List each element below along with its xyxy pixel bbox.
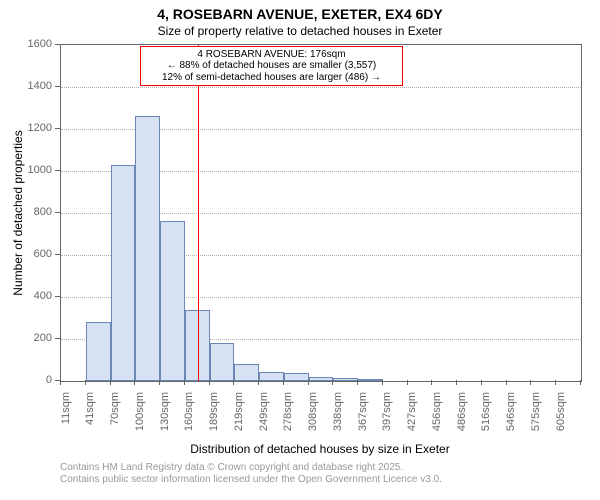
x-tick-mark bbox=[209, 380, 210, 385]
annotation-line: ← 88% of detached houses are smaller (3,… bbox=[145, 60, 397, 72]
histogram-bar bbox=[333, 378, 358, 381]
histogram-bar bbox=[358, 379, 383, 381]
y-tick-label: 600 bbox=[12, 248, 52, 260]
x-tick-label: 427sqm bbox=[406, 392, 418, 452]
x-tick-label: 219sqm bbox=[233, 392, 245, 452]
attribution-line-2: Contains public sector information licen… bbox=[60, 474, 442, 486]
x-tick-mark bbox=[184, 380, 185, 385]
y-tick-label: 200 bbox=[12, 332, 52, 344]
chart-subtitle: Size of property relative to detached ho… bbox=[0, 22, 600, 38]
gridline bbox=[61, 87, 581, 88]
histogram-bar bbox=[210, 343, 235, 381]
x-tick-label: 70sqm bbox=[109, 392, 121, 452]
y-tick-mark bbox=[55, 44, 60, 45]
x-tick-label: 546sqm bbox=[505, 392, 517, 452]
annotation-line: 4 ROSEBARN AVENUE: 176sqm bbox=[145, 49, 397, 61]
x-tick-mark bbox=[506, 380, 507, 385]
x-tick-label: 189sqm bbox=[208, 392, 220, 452]
x-tick-label: 100sqm bbox=[134, 392, 146, 452]
histogram-bar bbox=[309, 377, 334, 381]
x-tick-label: 308sqm bbox=[307, 392, 319, 452]
x-tick-mark bbox=[332, 380, 333, 385]
histogram-bar bbox=[160, 221, 185, 381]
histogram-bar bbox=[234, 364, 259, 381]
histogram-bar bbox=[185, 310, 210, 381]
x-tick-mark bbox=[481, 380, 482, 385]
x-tick-label: 160sqm bbox=[183, 392, 195, 452]
x-tick-label: 605sqm bbox=[555, 392, 567, 452]
y-tick-label: 400 bbox=[12, 290, 52, 302]
y-tick-mark bbox=[55, 170, 60, 171]
x-tick-mark bbox=[258, 380, 259, 385]
x-tick-label: 278sqm bbox=[282, 392, 294, 452]
x-tick-mark bbox=[407, 380, 408, 385]
x-tick-mark bbox=[431, 380, 432, 385]
y-tick-label: 1400 bbox=[12, 80, 52, 92]
x-tick-mark bbox=[85, 380, 86, 385]
x-tick-label: 575sqm bbox=[530, 392, 542, 452]
x-tick-mark bbox=[110, 380, 111, 385]
x-tick-mark bbox=[555, 380, 556, 385]
x-tick-mark bbox=[382, 380, 383, 385]
chart-container: 4, ROSEBARN AVENUE, EXETER, EX4 6DY Size… bbox=[0, 0, 600, 500]
x-tick-mark bbox=[308, 380, 309, 385]
y-tick-label: 1000 bbox=[12, 164, 52, 176]
x-tick-mark bbox=[134, 380, 135, 385]
y-tick-label: 0 bbox=[12, 374, 52, 386]
y-tick-mark bbox=[55, 212, 60, 213]
annotation-box: 4 ROSEBARN AVENUE: 176sqm← 88% of detach… bbox=[140, 46, 402, 87]
x-tick-label: 486sqm bbox=[456, 392, 468, 452]
x-tick-label: 397sqm bbox=[381, 392, 393, 452]
x-tick-label: 130sqm bbox=[159, 392, 171, 452]
histogram-bar bbox=[135, 116, 160, 381]
histogram-bar bbox=[284, 373, 309, 381]
histogram-bar bbox=[111, 165, 136, 381]
annotation-line: 12% of semi-detached houses are larger (… bbox=[145, 72, 397, 84]
x-tick-label: 41sqm bbox=[84, 392, 96, 452]
histogram-bar bbox=[259, 372, 284, 381]
x-tick-mark bbox=[159, 380, 160, 385]
y-tick-label: 1600 bbox=[12, 38, 52, 50]
y-tick-label: 1200 bbox=[12, 122, 52, 134]
x-tick-mark bbox=[283, 380, 284, 385]
x-tick-label: 456sqm bbox=[431, 392, 443, 452]
attribution-line-1: Contains HM Land Registry data © Crown c… bbox=[60, 462, 403, 474]
x-tick-mark bbox=[456, 380, 457, 385]
x-tick-label: 367sqm bbox=[357, 392, 369, 452]
x-tick-mark bbox=[580, 380, 581, 385]
x-tick-label: 338sqm bbox=[332, 392, 344, 452]
y-tick-mark bbox=[55, 86, 60, 87]
x-tick-mark bbox=[60, 380, 61, 385]
plot-area: 4 ROSEBARN AVENUE: 176sqm← 88% of detach… bbox=[60, 44, 582, 382]
y-tick-mark bbox=[55, 254, 60, 255]
x-tick-mark bbox=[357, 380, 358, 385]
x-tick-label: 11sqm bbox=[60, 392, 72, 452]
histogram-bar bbox=[86, 322, 111, 381]
chart-title: 4, ROSEBARN AVENUE, EXETER, EX4 6DY bbox=[0, 0, 600, 22]
x-tick-mark bbox=[233, 380, 234, 385]
x-tick-label: 249sqm bbox=[258, 392, 270, 452]
y-tick-mark bbox=[55, 128, 60, 129]
y-tick-mark bbox=[55, 338, 60, 339]
x-tick-label: 516sqm bbox=[480, 392, 492, 452]
y-tick-mark bbox=[55, 296, 60, 297]
property-marker-line bbox=[198, 45, 199, 381]
y-tick-label: 800 bbox=[12, 206, 52, 218]
x-tick-mark bbox=[530, 380, 531, 385]
